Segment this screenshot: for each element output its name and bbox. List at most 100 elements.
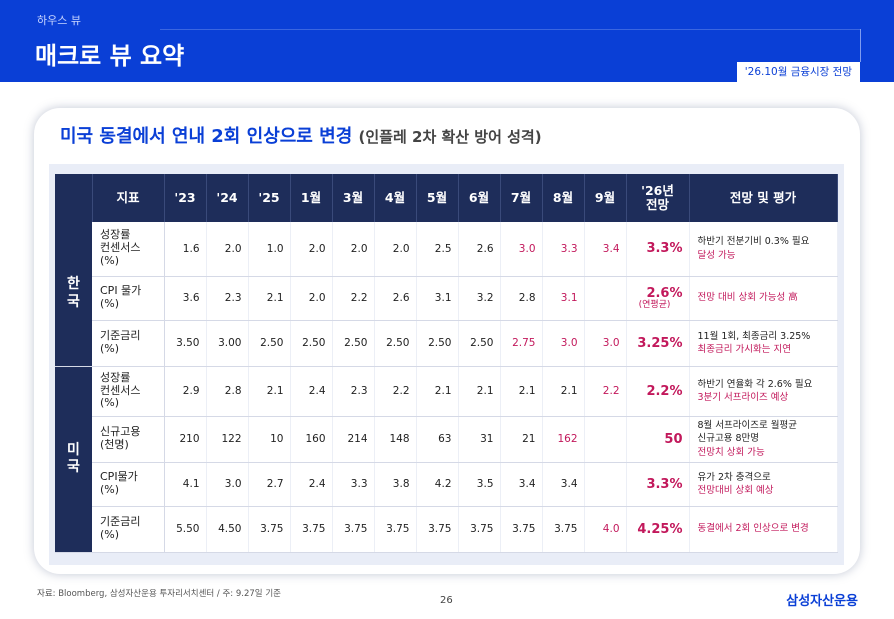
value-cell: 3.5: [458, 462, 501, 507]
value-cell: 160: [290, 416, 333, 463]
value-cell: 2.9: [164, 366, 207, 417]
value-cell: 21: [500, 416, 543, 463]
card-title-main: 미국 동결에서 연내 2회 인상으로 변경: [60, 126, 353, 147]
macro-table: 지표 '23'24'25 1월 3월 4월 5월 6월 7월 8월 9월 '26년 전망 전망 및 평가…: [55, 174, 838, 553]
column-header: '25: [248, 174, 291, 222]
value-cell: 3.50: [164, 320, 207, 367]
value-cell: 3.75: [458, 506, 501, 553]
value-cell: 2.0: [332, 222, 375, 277]
indicator-label: 신규고용 (천명): [92, 416, 165, 463]
value-cell: 2.1: [248, 276, 291, 321]
table-row: 신규고용 (천명) 210 122 10 160 214 148 63 31 21 162 50 8월 서…: [55, 416, 838, 463]
indicator-label: 기준금리 (%): [92, 506, 165, 553]
value-cell: 3.75: [500, 506, 543, 553]
value-cell: 122: [206, 416, 249, 463]
outlook-note-line: 하반기 전분기비 0.3% 필요: [697, 236, 810, 248]
value-cell: 2.1: [458, 366, 501, 417]
forecast-cell: 2.6% (연평균): [625, 276, 690, 321]
outlook-note-highlight: 동결에서 2회 인상으로 변경: [697, 523, 809, 535]
table-row: CPI 물가 (%) 3.6 2.3 2.1 2.0 2.2 2.6 3.1 3.2 2.8 3.1 2…: [55, 276, 838, 321]
forecast-cell: 3.3%: [625, 222, 690, 277]
section-label: 하우스 뷰: [37, 14, 81, 27]
value-cell: 4.1: [164, 462, 207, 507]
value-cell: 2.50: [416, 320, 459, 367]
value-cell: 3.75: [332, 506, 375, 553]
value-cell: 3.75: [416, 506, 459, 553]
value-cell: 2.6: [374, 276, 417, 321]
outlook-note-line: 하반기 연율화 각 2.6% 필요: [697, 378, 813, 390]
table-row: CPI물가 (%) 4.1 3.0 2.7 2.4 3.3 3.8 4.2 3.5 3.4 3.4 3.…: [55, 462, 838, 507]
value-cell: 2.3: [206, 276, 249, 321]
value-cell: 3.4: [542, 462, 585, 507]
value-cell: 2.50: [290, 320, 333, 367]
page-number: 26: [440, 595, 453, 606]
outlook-note-line: 11월 1회, 최종금리 3.25%: [697, 330, 811, 342]
value-cell: [584, 276, 627, 321]
card-title-sub: (인플레 2차 확산 방어 성격): [358, 128, 542, 146]
value-cell: 4.0: [584, 506, 627, 553]
value-cell: 2.0: [290, 276, 333, 321]
forecast-cell: 50: [625, 416, 690, 463]
indicator-label: 성장률 컨센서스 (%): [92, 366, 165, 417]
value-cell: 214: [332, 416, 375, 463]
value-cell: 2.1: [500, 366, 543, 417]
value-cell: 2.50: [458, 320, 501, 367]
page-header: 하우스 뷰 매크로 뷰 요약 '26.10월 금융시장 전망: [0, 0, 894, 82]
value-cell: 3.3: [332, 462, 375, 507]
value-cell: 2.6: [458, 222, 501, 277]
macro-table-panel: 지표 '23'24'25 1월 3월 4월 5월 6월 7월 8월 9월 '26년 전망 전망 및 평가…: [49, 164, 844, 565]
value-cell: 2.8: [500, 276, 543, 321]
column-header: 7월: [500, 174, 543, 222]
value-cell: 3.0: [206, 462, 249, 507]
outlook-note: 동결에서 2회 인상으로 변경: [688, 506, 838, 553]
value-cell: 2.3: [332, 366, 375, 417]
header-region: [55, 174, 93, 222]
outlook-note: 하반기 연율화 각 2.6% 필요 3분기 서프라이즈 예상: [688, 366, 838, 417]
outlook-note-highlight: 최종금리 가시화는 지연: [697, 344, 791, 355]
source-note: 자료: Bloomberg, 삼성자산운용 투자리서치센터 / 주: 9.27일…: [37, 589, 281, 599]
value-cell: 2.1: [248, 366, 291, 417]
brand-logo: 삼성자산운용: [786, 594, 858, 609]
value-cell: 210: [164, 416, 207, 463]
forecast-cell: 3.25%: [625, 320, 690, 367]
table-header-row: 지표 '23'24'25 1월 3월 4월 5월 6월 7월 8월 9월 '26년 전망 전망 및 평가: [55, 174, 838, 222]
value-cell: 2.2: [584, 366, 627, 417]
outlook-note-line: 8월 서프라이즈로 월평균 신규고용 8만명: [697, 420, 797, 445]
value-cell: 3.00: [206, 320, 249, 367]
value-cell: 2.8: [206, 366, 249, 417]
column-header: '23: [164, 174, 207, 222]
value-cell: 4.50: [206, 506, 249, 553]
value-cell: 2.2: [374, 366, 417, 417]
column-header: 6월: [458, 174, 501, 222]
column-header: '26년 전망: [626, 174, 690, 222]
value-cell: 63: [416, 416, 459, 463]
table-row: 한 국 성장률 컨센서스 (%) 1.6 2.0 1.0 2.0 2.0 2.0 2.5 2.6 3.0 3…: [55, 222, 838, 367]
value-cell: 162: [542, 416, 585, 463]
value-cell: 2.0: [206, 222, 249, 277]
value-cell: 2.50: [332, 320, 375, 367]
column-header: 8월: [542, 174, 585, 222]
outlook-note: 하반기 전분기비 0.3% 필요 달성 가능: [688, 222, 838, 277]
indicator-label: 성장률 컨센서스 (%): [92, 222, 165, 277]
column-header: 3월: [332, 174, 375, 222]
forecast-cell: 3.3%: [625, 462, 690, 507]
value-cell: 2.1: [542, 366, 585, 417]
value-cell: 3.8: [374, 462, 417, 507]
value-cell: 2.7: [248, 462, 291, 507]
table-row: 기준금리 (%) 5.50 4.50 3.75 3.75 3.75 3.75 3.75 3.75 3…: [55, 506, 838, 553]
column-header: 4월: [374, 174, 417, 222]
value-cell: 2.4: [290, 462, 333, 507]
value-cell: 3.75: [290, 506, 333, 553]
value-cell: 148: [374, 416, 417, 463]
outlook-note-highlight: 3분기 서프라이즈 예상: [697, 392, 789, 403]
column-header: 1월: [290, 174, 333, 222]
indicator-label: 기준금리 (%): [92, 320, 165, 367]
table-row: 기준금리 (%) 3.50 3.00 2.50 2.50 2.50 2.50 2.50 2.50 2…: [55, 320, 838, 367]
value-cell: 2.2: [332, 276, 375, 321]
value-cell: 3.0: [500, 222, 543, 277]
header-divider-vertical: [860, 29, 861, 62]
value-cell: 3.75: [542, 506, 585, 553]
outlook-note: 8월 서프라이즈로 월평균 신규고용 8만명 전망치 상회 가능: [688, 416, 838, 463]
value-cell: 3.0: [584, 320, 627, 367]
forecast-note: (연평균): [638, 299, 671, 310]
